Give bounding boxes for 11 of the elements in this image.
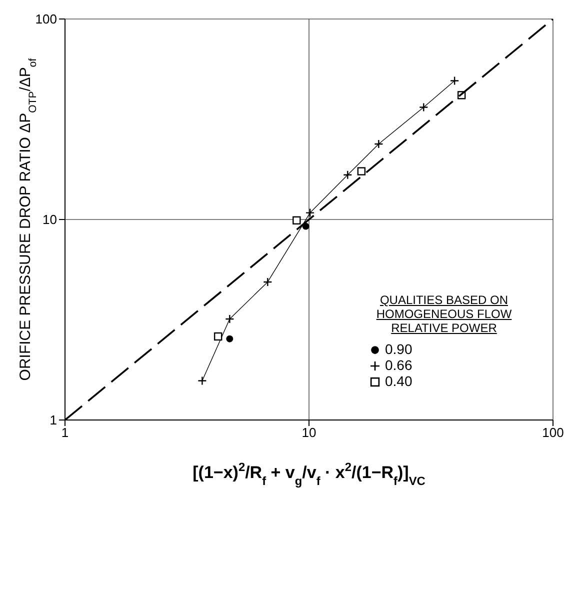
y-tick-label: 100 xyxy=(35,12,57,27)
x-tick-label: 10 xyxy=(302,425,316,440)
legend-label: 0.66 xyxy=(385,357,412,373)
text: [(1−x)$^{2}$/R$_{f}$ + v$_{g}$/v$_{f}$ · x$^{2}$/(1−R$_{f}$)]$_{VC}$ xyxy=(192,460,426,488)
x-tick-label: 1 xyxy=(61,425,69,440)
x-tick-label: 100 xyxy=(542,425,564,440)
y-tick-label: 10 xyxy=(42,212,57,228)
legend-label: 0.40 xyxy=(385,373,412,389)
legend-title: QUALITIES BASED ON HOMOGENEOUS FLOW RELATIVE POWER xyxy=(376,293,512,335)
legend-label: 0.90 xyxy=(385,341,412,357)
y-tick-label: 1 xyxy=(50,412,57,428)
